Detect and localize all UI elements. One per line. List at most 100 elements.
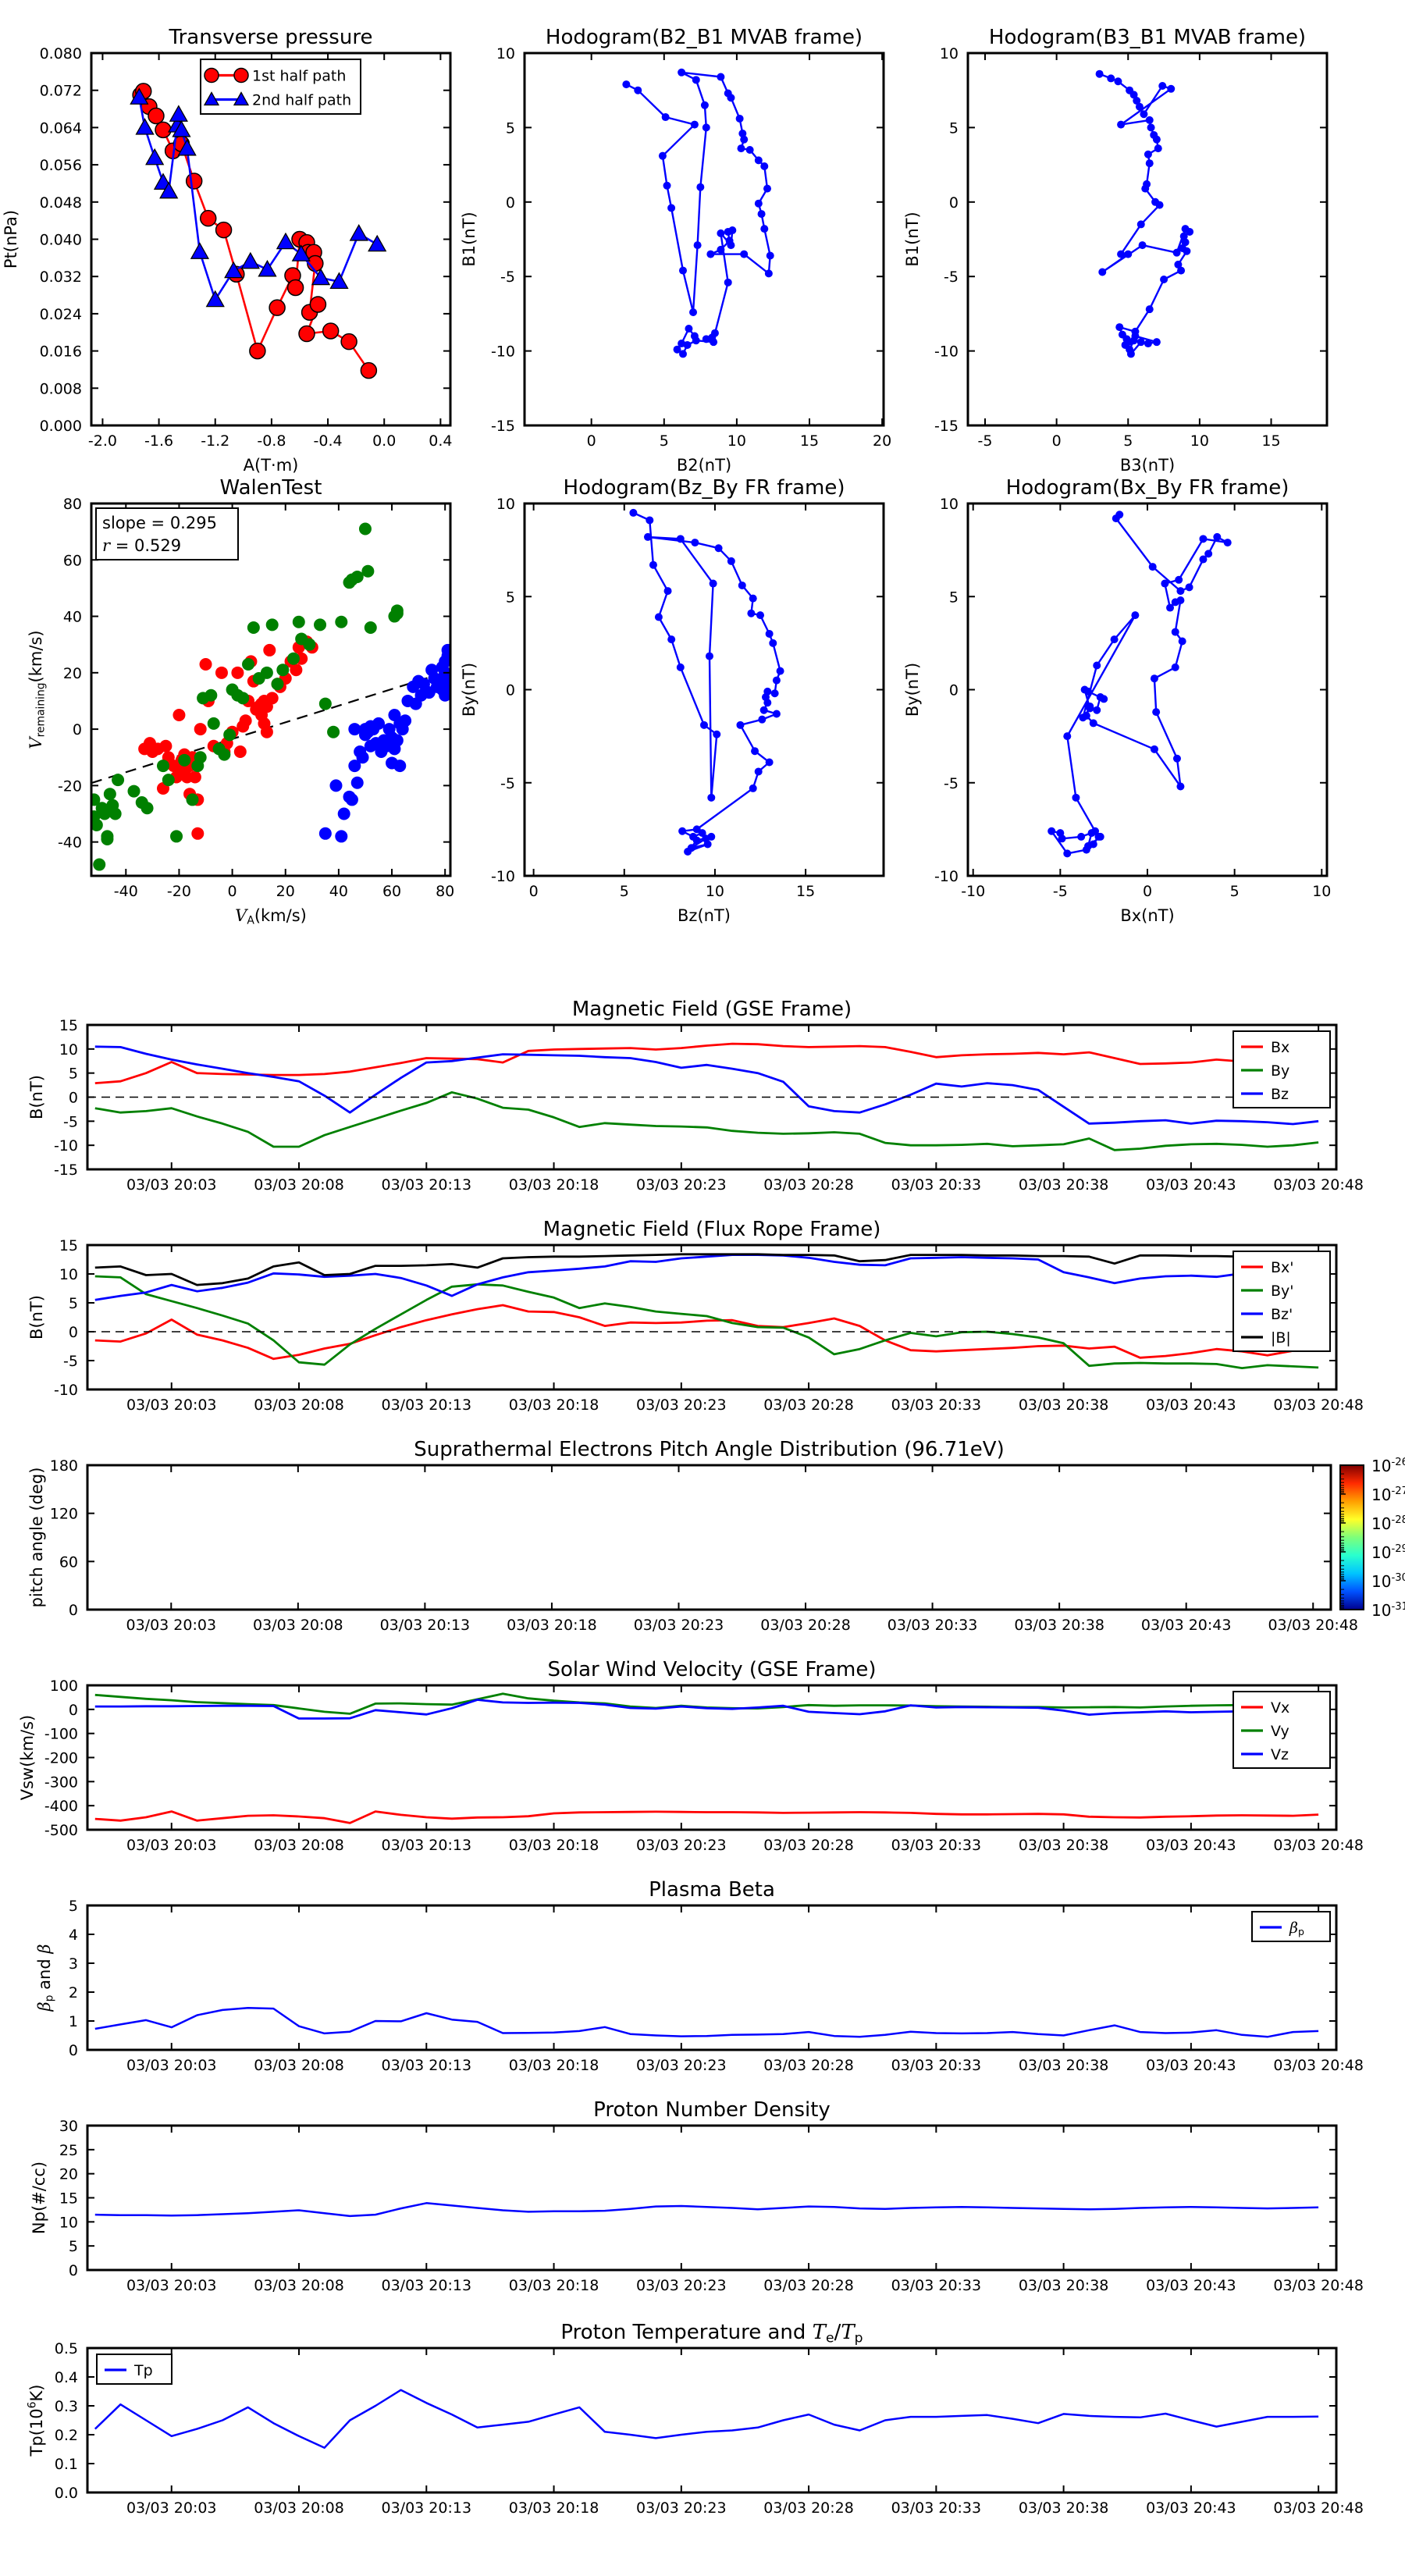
svg-text:0: 0 — [73, 721, 82, 738]
svg-text:03/03 20:43: 03/03 20:43 — [1146, 1397, 1236, 1414]
svg-text:03/03 20:28: 03/03 20:28 — [763, 2500, 854, 2517]
svg-text:03/03 20:48: 03/03 20:48 — [1273, 1397, 1364, 1414]
panel-hodogram-b2-b1: 0 5 10 15 20 -15 -10 -5 0 5 10 Hodogram(B2_B1 MVAB … — [460, 26, 891, 475]
svg-text:-5: -5 — [1053, 883, 1068, 900]
svg-text:2: 2 — [69, 1984, 78, 2001]
chart-proton-density: 03/03 20:03 03/03 20:08 03/03 20:13 03/03 2… — [30, 2098, 1364, 2294]
svg-text:10-26: 10-26 — [1371, 1457, 1405, 1475]
svg-text:03/03 20:13: 03/03 20:13 — [382, 1837, 472, 1854]
svg-text:15: 15 — [59, 2190, 78, 2208]
svg-text:Bx': Bx' — [1271, 1259, 1294, 1276]
svg-text:03/03 20:33: 03/03 20:33 — [887, 1617, 978, 1634]
svg-text:Proton Number Density: Proton Number Density — [593, 2098, 831, 2122]
svg-text:03/03 20:03: 03/03 20:03 — [126, 2277, 217, 2294]
svg-text:10-29: 10-29 — [1371, 1543, 1405, 1562]
svg-text:03/03 20:08: 03/03 20:08 — [254, 1837, 344, 1854]
svg-text:0: 0 — [69, 1702, 78, 1719]
svg-text:0: 0 — [949, 682, 959, 699]
svg-text:15: 15 — [59, 1017, 78, 1034]
svg-text:03/03 20:18: 03/03 20:18 — [507, 1617, 597, 1634]
svg-text:Tp: Tp — [133, 2362, 153, 2379]
svg-text:0.024: 0.024 — [40, 306, 82, 323]
svg-text:Hodogram(Bx_By FR frame): Hodogram(Bx_By FR frame) — [1006, 476, 1289, 500]
svg-text:03/03 20:03: 03/03 20:03 — [126, 2057, 217, 2074]
svg-text:80: 80 — [436, 883, 454, 900]
svg-text:Suprathermal Electrons Pitch A: Suprathermal Electrons Pitch Angle Distr… — [414, 1438, 1004, 1461]
svg-text:Bz: Bz — [1271, 1086, 1289, 1103]
svg-text:03/03 20:23: 03/03 20:23 — [636, 2500, 727, 2517]
svg-text:0.2: 0.2 — [55, 2427, 78, 2444]
svg-text:03/03 20:33: 03/03 20:33 — [891, 1397, 982, 1414]
panel-walen-test: -40 -20 0 20 40 60 80 -40 -20 0 20 40 60 80 WalenTest V… — [27, 476, 454, 927]
svg-text:Pt(nPa): Pt(nPa) — [2, 210, 20, 269]
svg-text:03/03 20:43: 03/03 20:43 — [1146, 1837, 1236, 1854]
chart-walen-test: -40 -20 0 20 40 60 80 -40 -20 0 20 40 60 80 WalenTest V… — [27, 476, 454, 927]
svg-text:Proton Temperature and Te/Tp: Proton Temperature and Te/Tp — [560, 2321, 863, 2346]
svg-text:Np(#/cc): Np(#/cc) — [30, 2161, 48, 2234]
svg-text:03/03 20:38: 03/03 20:38 — [1019, 1176, 1109, 1194]
svg-text:10: 10 — [940, 45, 959, 62]
svg-text:03/03 20:08: 03/03 20:08 — [253, 1617, 343, 1634]
svg-text:0.040: 0.040 — [40, 232, 82, 249]
chart-mag-fr: 03/03 20:03 03/03 20:08 03/03 20:13 03/03 2… — [27, 1218, 1364, 1414]
svg-text:10: 10 — [59, 1041, 78, 1059]
svg-text:Plasma Beta: Plasma Beta — [649, 1878, 775, 1902]
svg-text:0.000: 0.000 — [40, 418, 82, 435]
svg-text:5: 5 — [1123, 432, 1133, 450]
svg-text:03/03 20:03: 03/03 20:03 — [126, 1837, 217, 1854]
svg-text:03/03 20:03: 03/03 20:03 — [126, 2500, 217, 2517]
svg-text:03/03 20:13: 03/03 20:13 — [382, 1397, 472, 1414]
svg-text:0.4: 0.4 — [55, 2369, 78, 2386]
chart-mag-gse: 03/03 20:03 03/03 20:08 03/03 20:13 03/03 2… — [27, 998, 1364, 1194]
panel-magnetic-field-gse: 03/03 20:03 03/03 20:08 03/03 20:13 03/03 2… — [27, 998, 1364, 1194]
svg-text:-5: -5 — [500, 269, 515, 286]
panel-transverse-pressure: -2.0 -1.6 -1.2 -0.8 -0.4 0.0 0.4 0.000 0.008 0.01… — [2, 26, 452, 475]
chart-electron-pitch-angle: 03/03 20:03 03/03 20:08 03/03 20:13 03/03 2… — [27, 1438, 1405, 1634]
svg-text:03/03 20:08: 03/03 20:08 — [254, 2500, 344, 2517]
svg-text:10-30: 10-30 — [1371, 1572, 1405, 1591]
svg-text:0.064: 0.064 — [40, 119, 82, 137]
svg-text:15: 15 — [796, 883, 815, 900]
svg-text:Bx(nT): Bx(nT) — [1120, 906, 1174, 925]
svg-text:03/03 20:33: 03/03 20:33 — [891, 1176, 982, 1194]
svg-text:03/03 20:28: 03/03 20:28 — [763, 1837, 854, 1854]
svg-text:VA(km/s): VA(km/s) — [235, 906, 307, 927]
svg-text:10: 10 — [940, 496, 959, 513]
svg-text:10-28: 10-28 — [1371, 1514, 1405, 1533]
svg-text:0.048: 0.048 — [40, 194, 82, 212]
svg-text:-20: -20 — [167, 883, 191, 900]
svg-text:20: 20 — [59, 2166, 78, 2183]
svg-text:60: 60 — [59, 1553, 78, 1571]
svg-text:120: 120 — [50, 1506, 78, 1523]
svg-text:0.0: 0.0 — [372, 432, 396, 450]
svg-text:|B|: |B| — [1271, 1329, 1291, 1347]
svg-text:B(nT): B(nT) — [27, 1295, 46, 1340]
svg-text:60: 60 — [63, 552, 82, 569]
svg-text:0.016: 0.016 — [40, 343, 82, 361]
svg-text:03/03 20:33: 03/03 20:33 — [891, 2500, 982, 2517]
svg-text:5: 5 — [949, 119, 959, 137]
svg-text:4: 4 — [69, 1927, 78, 1944]
svg-text:5: 5 — [69, 2238, 78, 2255]
panel-hodogram-bx-by: -10 -5 0 5 10 -10 -5 0 5 10 Hodogram(Bx_By FR fram… — [903, 476, 1331, 925]
svg-text:0: 0 — [587, 432, 596, 450]
svg-text:B1(nT): B1(nT) — [460, 212, 478, 266]
svg-text:Bz(nT): Bz(nT) — [678, 906, 731, 925]
svg-text:pitch angle (deg): pitch angle (deg) — [27, 1468, 46, 1608]
svg-text:15: 15 — [800, 432, 819, 450]
svg-text:03/03 20:08: 03/03 20:08 — [254, 2277, 344, 2294]
svg-text:03/03 20:43: 03/03 20:43 — [1146, 2500, 1236, 2517]
svg-text:2nd half path: 2nd half path — [252, 92, 351, 109]
svg-text:10-31: 10-31 — [1371, 1601, 1405, 1620]
panel-solar-wind-velocity: 03/03 20:03 03/03 20:08 03/03 20:13 03/03 2… — [18, 1658, 1364, 1854]
svg-text:0: 0 — [69, 1602, 78, 1619]
svg-text:03/03 20:13: 03/03 20:13 — [382, 1176, 472, 1194]
panel-magnetic-field-flux-rope: 03/03 20:03 03/03 20:08 03/03 20:13 03/03 2… — [27, 1218, 1364, 1414]
svg-text:Magnetic Field (Flux Rope Fram: Magnetic Field (Flux Rope Frame) — [543, 1218, 881, 1241]
panel-proton-density: 03/03 20:03 03/03 20:08 03/03 20:13 03/03 2… — [30, 2098, 1364, 2294]
svg-text:5: 5 — [69, 1898, 78, 1915]
svg-text:03/03 20:43: 03/03 20:43 — [1146, 2277, 1236, 2294]
svg-text:03/03 20:48: 03/03 20:48 — [1273, 1837, 1364, 1854]
svg-text:5: 5 — [69, 1295, 78, 1312]
